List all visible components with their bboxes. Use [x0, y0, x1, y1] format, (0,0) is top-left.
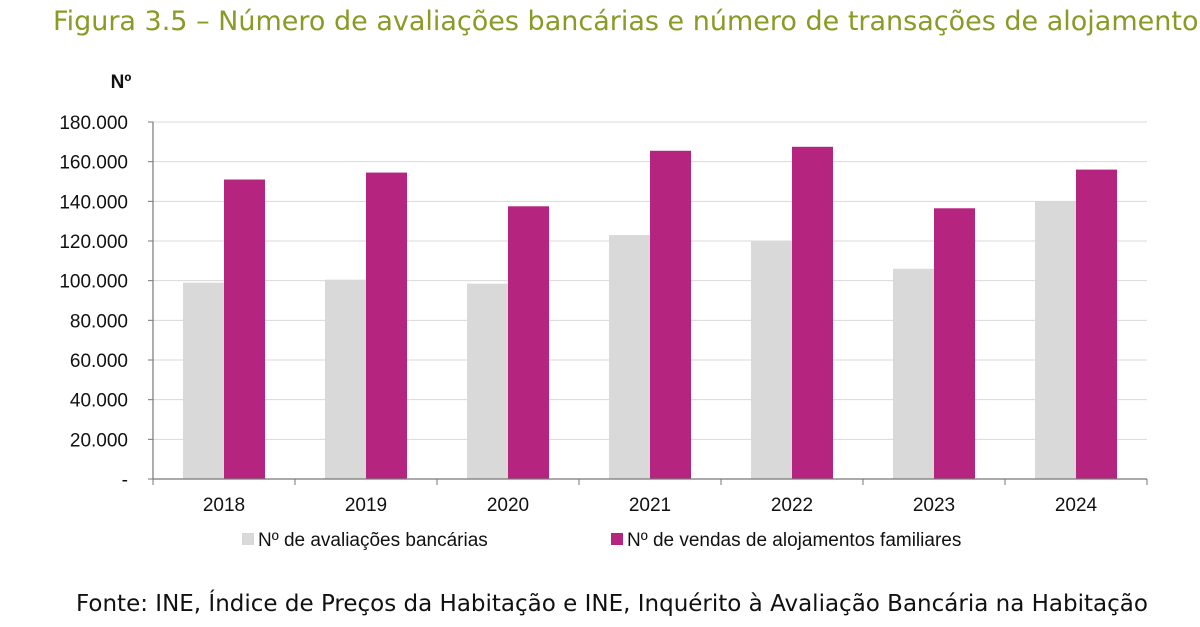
legend-swatch — [242, 533, 254, 545]
y-tick-label: 140.000 — [59, 192, 128, 213]
y-axis-label: Nº — [111, 72, 132, 93]
axes — [148, 121, 1148, 485]
y-tick-label: - — [122, 470, 128, 491]
bar-avaliacoes-2020 — [467, 283, 508, 479]
bar-vendas-2022 — [792, 146, 833, 479]
y-tick-labels: - 20.000 40.000 60.000 80.000 100.000 120.000 1… — [59, 113, 128, 491]
x-tick-label: 2019 — [345, 495, 387, 516]
bar-avaliacoes-2023 — [893, 268, 934, 479]
x-tick-label: 2021 — [629, 495, 671, 516]
bar-vendas-2024 — [1076, 169, 1117, 479]
x-tick-label: 2020 — [487, 495, 529, 516]
bar-vendas-2018 — [224, 179, 265, 479]
x-tick-labels: 2018 2019 2020 2021 2022 2023 2024 — [203, 495, 1098, 516]
legend: Nº de avaliações bancárias Nº de vendas d… — [242, 530, 961, 551]
y-tick-label: 180.000 — [59, 113, 128, 134]
source-note: Fonte: INE, Índice de Preços da Habitaçã… — [76, 591, 1148, 617]
legend-swatch — [611, 533, 623, 545]
bar-avaliacoes-2018 — [183, 282, 224, 479]
bar-avaliacoes-2021 — [609, 235, 650, 479]
bar-vendas-2020 — [508, 206, 549, 479]
x-tick-label: 2022 — [771, 495, 813, 516]
bars — [183, 146, 1117, 480]
legend-label: Nº de avaliações bancárias — [258, 530, 488, 551]
legend-label: Nº de vendas de alojamentos familiares — [627, 530, 961, 551]
y-tick-label: 160.000 — [59, 153, 128, 174]
y-tick-label: 120.000 — [59, 232, 128, 253]
bar-avaliacoes-2024 — [1035, 201, 1076, 480]
y-tick-label: 40.000 — [70, 391, 128, 412]
y-tick-label: 100.000 — [59, 272, 128, 293]
chart-title: Figura 3.5 – Número de avaliações bancár… — [53, 6, 1200, 37]
bar-vendas-2021 — [650, 150, 691, 479]
x-tick-label: 2023 — [913, 495, 955, 516]
y-tick-label: 60.000 — [70, 351, 128, 372]
bar-vendas-2019 — [366, 172, 407, 479]
x-tick-label: 2018 — [203, 495, 245, 516]
x-tick-label: 2024 — [1055, 495, 1098, 516]
bar-avaliacoes-2022 — [751, 241, 792, 479]
bar-avaliacoes-2019 — [325, 279, 366, 479]
y-tick-label: 80.000 — [70, 311, 128, 332]
y-tick-label: 20.000 — [70, 430, 128, 451]
bar-vendas-2023 — [934, 208, 975, 479]
